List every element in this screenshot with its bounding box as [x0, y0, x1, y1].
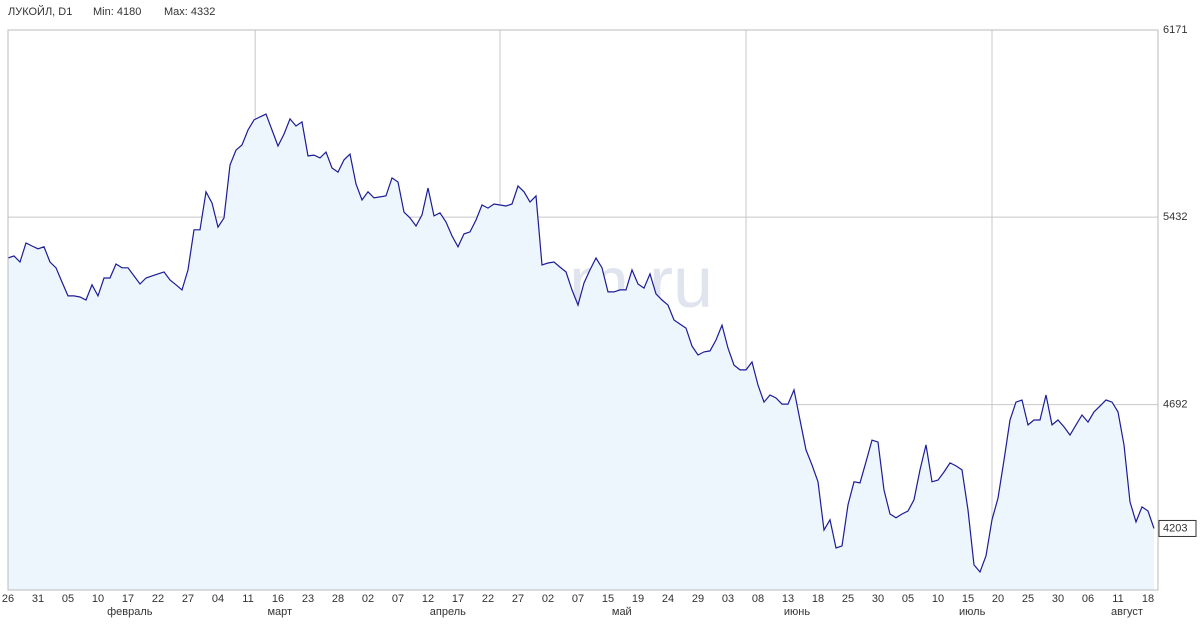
- x-tick-label: 05: [902, 593, 914, 605]
- x-tick-label: 03: [722, 593, 734, 605]
- x-tick-label: 15: [602, 593, 614, 605]
- x-tick-label: 25: [842, 593, 854, 605]
- x-tick-label: 23: [302, 593, 314, 605]
- x-tick-label: 11: [1112, 593, 1123, 605]
- chart-title: ЛУКОЙЛ, D1: [8, 5, 72, 18]
- y-tick-label: 4692: [1163, 399, 1187, 411]
- x-tick-label: 12: [422, 593, 434, 605]
- month-label: апрель: [430, 606, 466, 618]
- x-tick-label: 06: [1082, 593, 1094, 605]
- x-tick-label: 13: [782, 593, 794, 605]
- month-label: февраль: [107, 606, 153, 618]
- line: [7, 113, 1155, 574]
- x-tick-label: 08: [752, 593, 764, 605]
- x-tick-label: 15: [962, 593, 974, 605]
- x-tick-label: 07: [572, 593, 584, 605]
- x-tick-label: 26: [2, 593, 14, 605]
- plot-frame: [7, 29, 1159, 591]
- x-tick-label: 16: [272, 593, 284, 605]
- x-tick-label: 10: [92, 593, 104, 605]
- area: [8, 114, 1154, 590]
- x-tick-label: 20: [992, 593, 1004, 605]
- x-tick-label: 10: [932, 593, 944, 605]
- x-tick-label: 19: [632, 593, 644, 605]
- min-label: Min: 4180: [93, 6, 141, 18]
- last-value-box: [1158, 519, 1197, 537]
- max-label: Max: 4332: [164, 6, 215, 18]
- x-tick-label: 22: [482, 593, 494, 605]
- x-tick-label: 17: [452, 593, 464, 605]
- x-tick-label: 07: [392, 593, 404, 605]
- month-label: август: [1111, 606, 1143, 618]
- y-tick-label: 5432: [1163, 211, 1187, 223]
- x-tick-label: 30: [1052, 593, 1064, 605]
- last-value-label: 4203: [1163, 522, 1187, 534]
- x-tick-label: 17: [122, 593, 134, 605]
- x-tick-label: 27: [182, 593, 194, 605]
- month-label: июнь: [784, 606, 810, 618]
- x-tick-label: 18: [812, 593, 824, 605]
- x-tick-label: 04: [212, 593, 224, 605]
- x-tick-label: 02: [362, 593, 374, 605]
- month-label: июль: [959, 606, 986, 618]
- x-tick-label: 27: [512, 593, 524, 605]
- x-tick-label: 02: [542, 593, 554, 605]
- y-tick-label: 6171: [1163, 24, 1187, 36]
- x-tick-label: 28: [332, 593, 344, 605]
- month-label: март: [267, 606, 292, 618]
- x-tick-label: 22: [152, 593, 164, 605]
- x-tick-label: 05: [62, 593, 74, 605]
- x-tick-label: 24: [662, 593, 674, 605]
- x-tick-label: 30: [872, 593, 884, 605]
- x-tick-label: 18: [1142, 593, 1154, 605]
- month-label: май: [612, 606, 632, 618]
- x-tick-label: 31: [32, 593, 44, 605]
- x-tick-label: 25: [1022, 593, 1034, 605]
- x-tick-label: 29: [692, 593, 704, 605]
- x-tick-label: 11: [242, 593, 253, 605]
